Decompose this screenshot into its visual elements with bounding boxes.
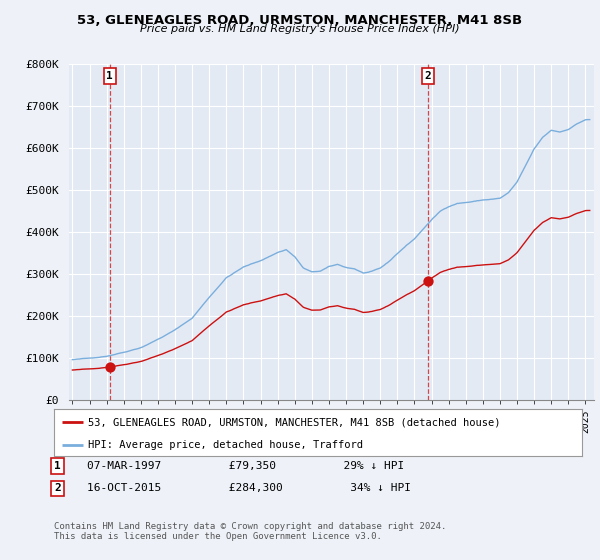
- Text: Contains HM Land Registry data © Crown copyright and database right 2024.
This d: Contains HM Land Registry data © Crown c…: [54, 522, 446, 542]
- Text: 53, GLENEAGLES ROAD, URMSTON, MANCHESTER, M41 8SB (detached house): 53, GLENEAGLES ROAD, URMSTON, MANCHESTER…: [88, 417, 501, 427]
- Text: Price paid vs. HM Land Registry's House Price Index (HPI): Price paid vs. HM Land Registry's House …: [140, 24, 460, 34]
- Text: 2: 2: [425, 71, 431, 81]
- Text: 07-MAR-1997          £79,350          29% ↓ HPI: 07-MAR-1997 £79,350 29% ↓ HPI: [87, 461, 404, 471]
- Point: [423, 277, 433, 286]
- Text: 1: 1: [106, 71, 113, 81]
- Text: 16-OCT-2015          £284,300          34% ↓ HPI: 16-OCT-2015 £284,300 34% ↓ HPI: [87, 483, 411, 493]
- Text: 53, GLENEAGLES ROAD, URMSTON, MANCHESTER, M41 8SB: 53, GLENEAGLES ROAD, URMSTON, MANCHESTER…: [77, 14, 523, 27]
- Point: [105, 362, 115, 371]
- Text: 2: 2: [54, 483, 61, 493]
- Text: 1: 1: [54, 461, 61, 471]
- Text: HPI: Average price, detached house, Trafford: HPI: Average price, detached house, Traf…: [88, 440, 364, 450]
